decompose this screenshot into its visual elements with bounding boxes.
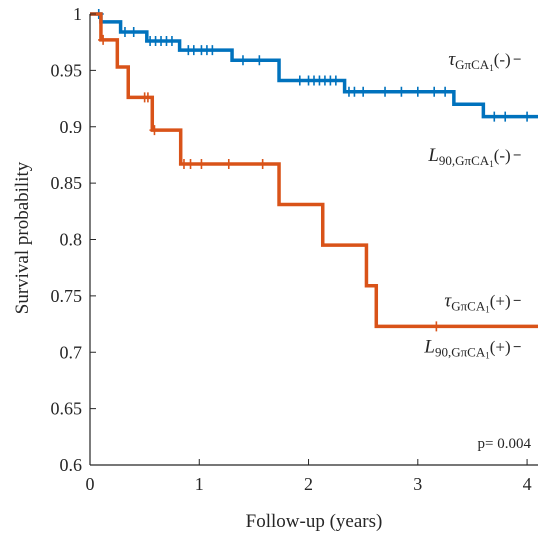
censor-mark-positive (142, 92, 153, 103)
survival-curve-negative (90, 12, 538, 119)
y-tick-label: 0.75 (51, 286, 83, 306)
censor-mark-negative (166, 36, 177, 47)
y-tick-label: 0.65 (51, 399, 83, 419)
censor-mark-positive (196, 158, 207, 169)
censor-mark-positive (98, 34, 109, 45)
annotation-L_pos: L90,GπCA1(+) (423, 337, 521, 361)
censor-mark-negative (489, 111, 500, 122)
censor-mark-positive (257, 158, 268, 169)
censor-mark-negative (380, 86, 391, 97)
series-positive (90, 12, 538, 332)
x-tick-label: 3 (413, 474, 422, 494)
censor-mark-negative (500, 111, 511, 122)
series-negative (90, 9, 538, 122)
y-tick-label: 0.9 (60, 117, 83, 137)
censor-mark-negative (522, 111, 533, 122)
annotation-label: L90,GπCA1(+) (423, 337, 510, 361)
censor-mark-negative (440, 86, 451, 97)
annotation-L_neg: L90,GπCA1(-) (427, 145, 521, 169)
censor-mark-negative (358, 86, 369, 97)
censor-mark-positive (431, 321, 442, 332)
x-tick-label: 2 (304, 474, 313, 494)
annotation-tau_pos: τGπCA1(+) (444, 290, 521, 314)
censor-mark-positive (149, 125, 160, 136)
x-tick-label: 1 (195, 474, 204, 494)
censor-mark-negative (128, 27, 139, 38)
censor-mark-negative (119, 27, 130, 38)
x-tick-label: 4 (523, 474, 532, 494)
censor-mark-negative (294, 75, 305, 86)
censor-mark-negative (429, 86, 440, 97)
x-axis-title: Follow-up (years) (246, 511, 383, 532)
y-tick-label: 1 (73, 4, 82, 24)
axes-layer: 0 1 2 3 4 0.6 0.65 0.7 0.75 0.8 0.85 0.9 0.95 1 (51, 4, 538, 494)
x-tick-label: 0 (86, 474, 95, 494)
y-tick-label: 0.6 (60, 455, 83, 475)
annotation-label: τGπCA1(-) (448, 49, 510, 73)
censor-mark-negative (412, 86, 423, 97)
y-tick-label: 0.7 (60, 342, 83, 362)
survival-curve-positive (90, 12, 538, 329)
censor-mark-positive (185, 158, 196, 169)
y-tick-label: 0.95 (51, 60, 83, 80)
censor-mark-negative (207, 45, 218, 56)
y-axis-title: Survival probability (12, 161, 33, 314)
censor-mark-negative (237, 55, 248, 66)
censor-mark-negative (254, 55, 265, 66)
annotation-tau_neg: τGπCA1(-) (448, 49, 521, 73)
censor-mark-negative (396, 86, 407, 97)
censor-mark-negative (330, 75, 341, 86)
y-tick-label: 0.85 (51, 173, 83, 193)
p-value-label: p= 0.004 (478, 436, 532, 452)
annotation-label: L90,GπCA1(-) (427, 145, 510, 169)
annotation-label: τGπCA1(+) (444, 290, 510, 314)
censor-mark-negative (349, 86, 360, 97)
censor-mark-positive (223, 158, 234, 169)
series-layer (90, 9, 538, 332)
annotation-layer: τGπCA1(-) L90,GπCA1(-) τGπCA1(+) L90,GπCA1(… (423, 49, 521, 361)
y-tick-label: 0.8 (60, 230, 83, 250)
